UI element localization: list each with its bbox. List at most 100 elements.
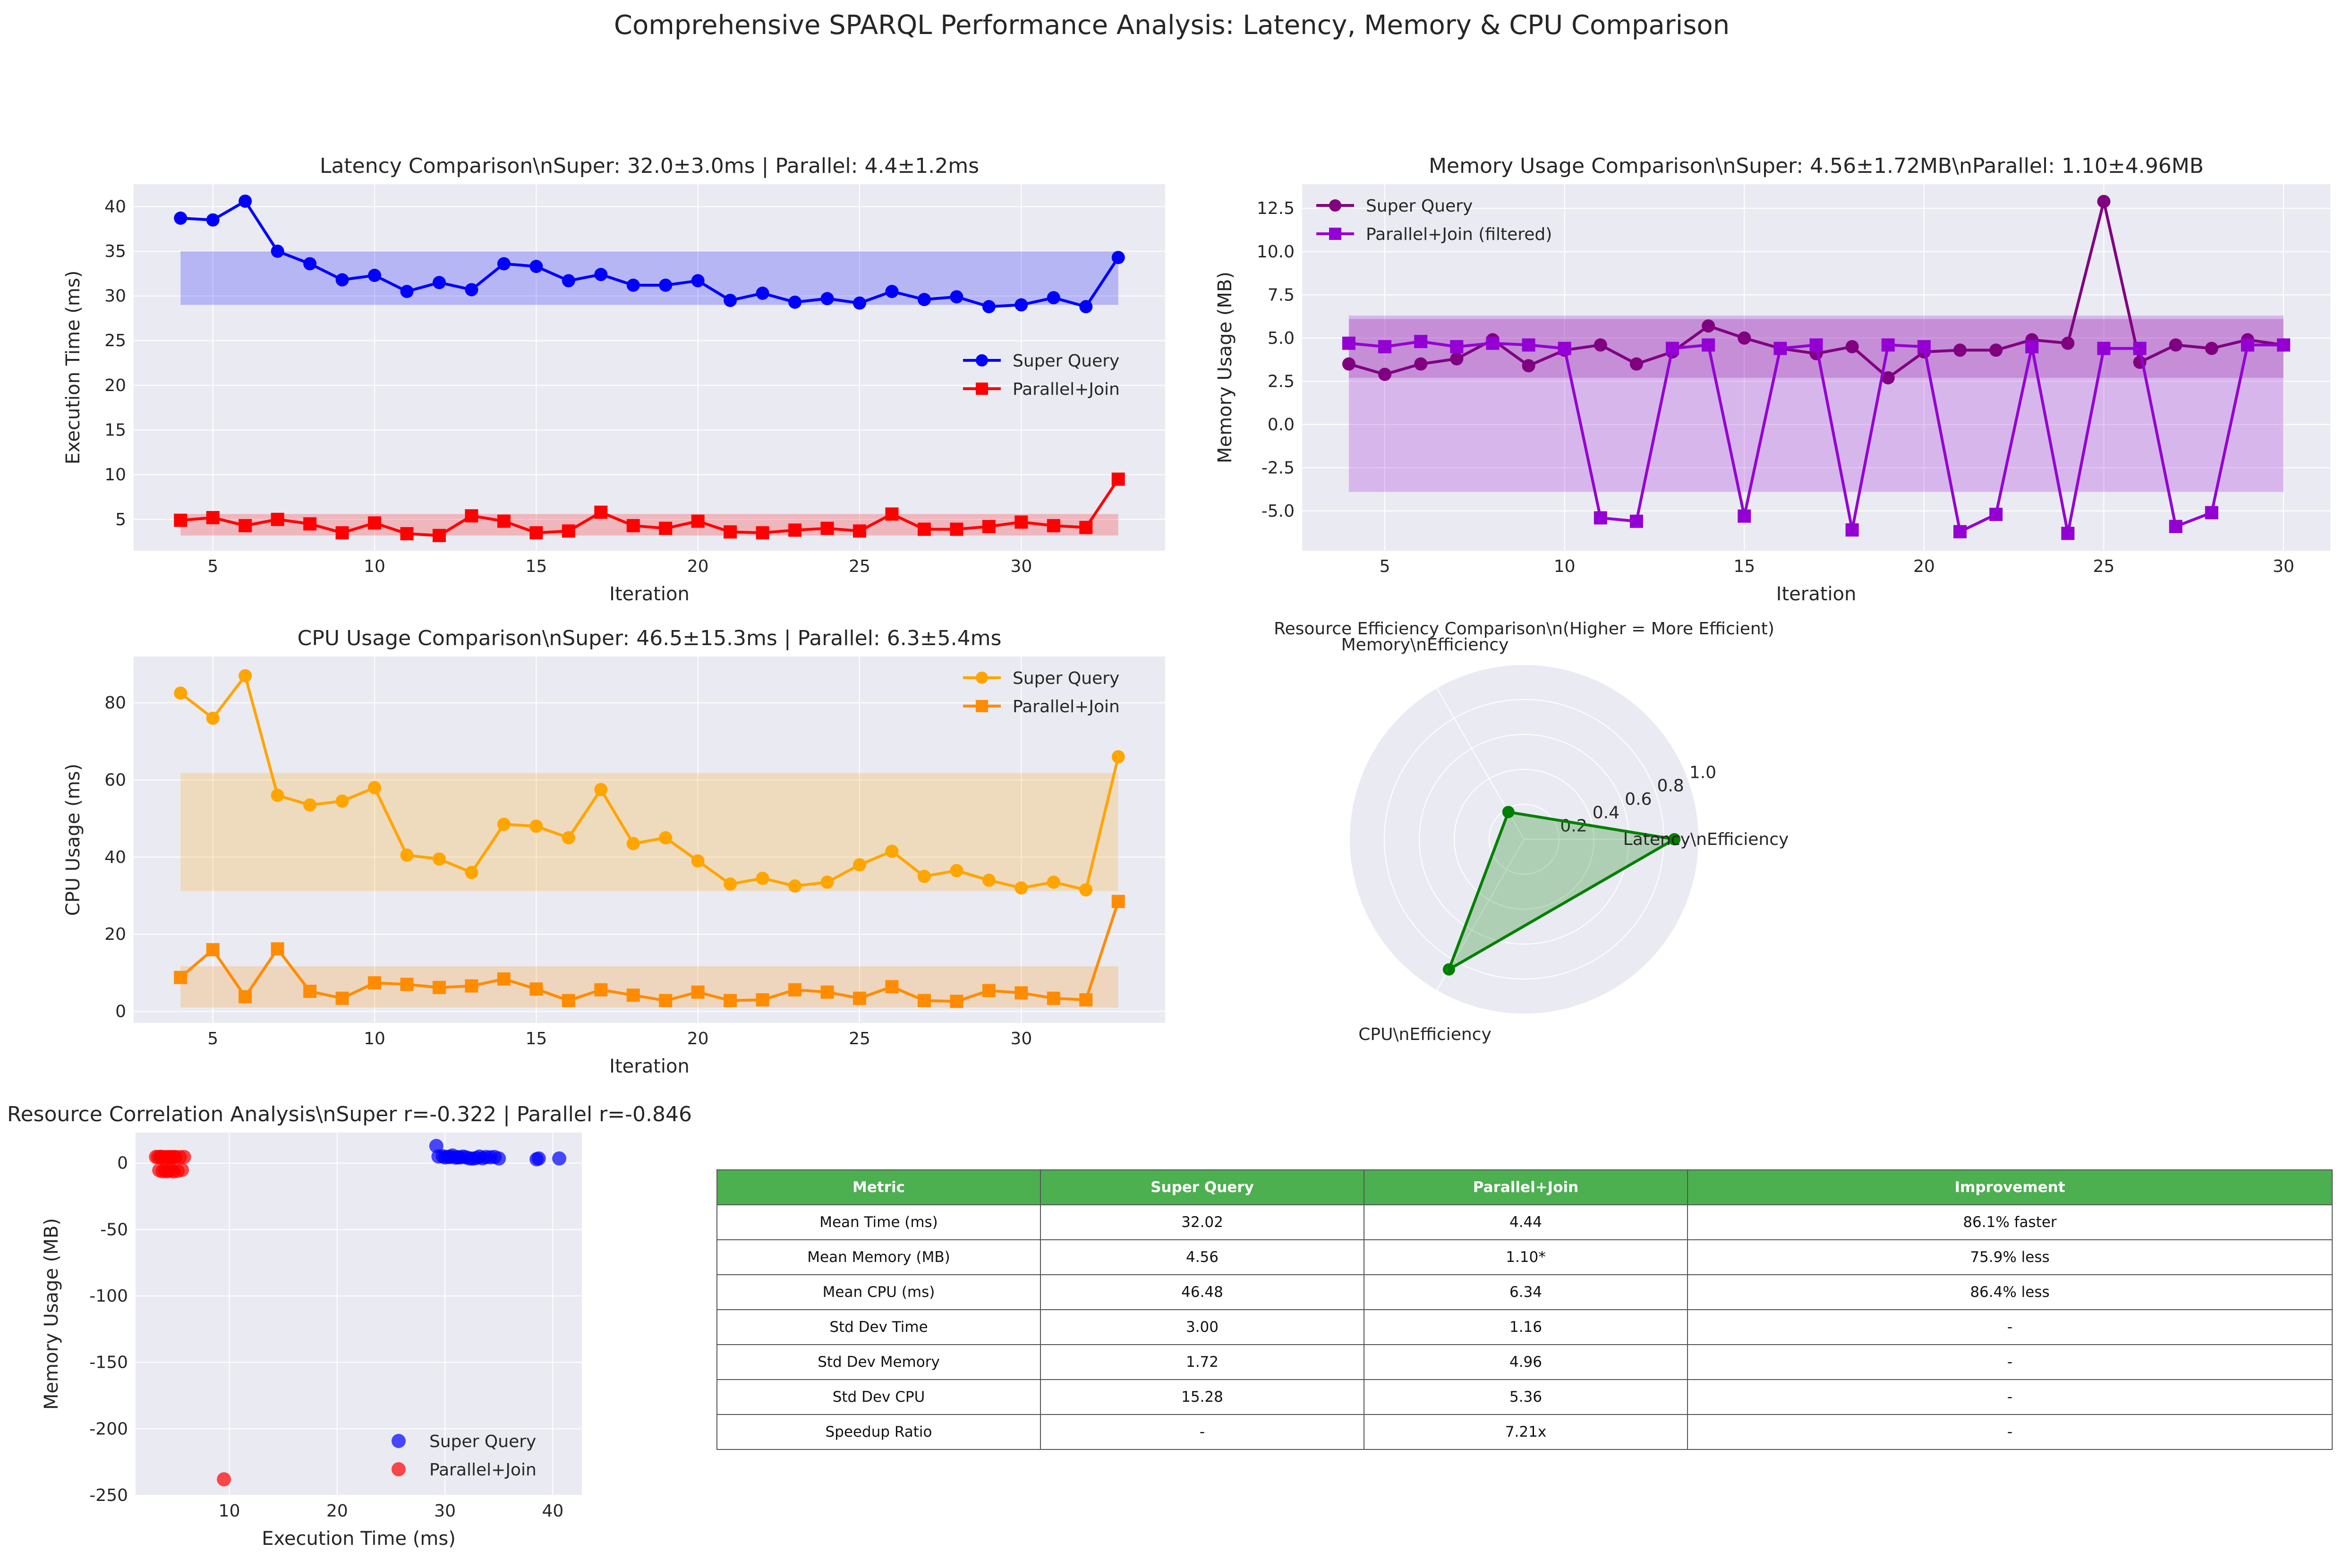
- table-cell: 6.34: [1364, 1274, 1688, 1310]
- chart-title: Resource Correlation Analysis\nSuper r=-…: [7, 1102, 692, 1126]
- data-point: [400, 848, 414, 862]
- data-point: [1014, 881, 1028, 895]
- radial-tick-label: 0.6: [1625, 790, 1652, 809]
- y-tick-label: 10.0: [1257, 242, 1295, 262]
- data-point: [2097, 195, 2111, 208]
- data-point: [950, 864, 963, 878]
- legend-marker: [976, 700, 988, 712]
- x-tick-label: 5: [207, 1029, 218, 1048]
- y-tick-label: 35: [104, 242, 126, 261]
- data-point: [368, 976, 382, 990]
- data-point: [1014, 298, 1028, 312]
- table-cell: Mean CPU (ms): [716, 1274, 1041, 1310]
- scatter-chart-panel: 10 20 30 40 0 -50 -100 -150 -200 -250 Super Query P…: [7, 1102, 692, 1550]
- legend-marker: [1329, 199, 1341, 212]
- data-point: [1738, 331, 1751, 345]
- legend-marker: [976, 672, 988, 684]
- radar-area: [1446, 810, 1679, 973]
- header-parallel-join: Parallel+Join: [1364, 1169, 1688, 1205]
- data-point: [950, 995, 963, 1008]
- data-point: [1845, 523, 1859, 537]
- y-axis-label: CPU Usage (ms): [62, 764, 84, 916]
- x-tick-label: 20: [1913, 557, 1935, 576]
- y-tick-label: -50: [100, 1220, 128, 1239]
- data-point: [1111, 750, 1125, 764]
- legend-label: Parallel+Join (filtered): [1366, 225, 1552, 244]
- data-point: [917, 994, 931, 1007]
- data-point: [206, 511, 220, 524]
- data-point: [2277, 338, 2291, 352]
- summary-table: Metric Super Query Parallel+Join Improve…: [716, 1169, 2333, 1450]
- data-point: [1809, 338, 1823, 352]
- legend-marker: [392, 1434, 406, 1448]
- data-point: [1450, 340, 1464, 354]
- data-point: [756, 871, 769, 885]
- data-point: [206, 711, 220, 725]
- data-point: [1014, 515, 1028, 529]
- data-point: [1702, 319, 1715, 333]
- table-cell: -: [1687, 1414, 2333, 1450]
- data-point: [1594, 511, 1607, 525]
- data-point: [239, 669, 252, 682]
- data-point: [1014, 986, 1028, 1000]
- scatter-point: [531, 1151, 546, 1166]
- x-tick-label: 25: [849, 557, 870, 576]
- chart-title: Memory Usage Comparison\nSuper: 4.56±1.7…: [1429, 154, 2204, 178]
- data-point: [724, 294, 737, 307]
- data-point: [303, 985, 317, 998]
- data-point: [1414, 357, 1428, 371]
- x-tick-label: 5: [1380, 557, 1390, 576]
- data-point: [239, 194, 252, 208]
- table-cell: -: [1040, 1414, 1364, 1450]
- x-tick-label: 10: [219, 1501, 240, 1521]
- x-tick-label: 10: [1554, 557, 1576, 576]
- data-point: [497, 818, 511, 831]
- table-cell: 4.56: [1040, 1239, 1364, 1275]
- y-axis-label: Memory Usage (MB): [41, 1218, 62, 1410]
- y-axis-label: Execution Time (ms): [62, 271, 84, 465]
- data-point: [950, 290, 963, 304]
- scatter-point: [217, 1472, 231, 1487]
- table-cell: Std Dev Memory: [716, 1344, 1041, 1380]
- line-chart-panel: 5 10 15 20 25 30 0 20 40 60 80 Super Query Parallel+…: [62, 626, 1165, 1077]
- data-point: [788, 983, 802, 997]
- data-point: [1989, 508, 2003, 521]
- data-point: [174, 686, 188, 700]
- std-band: [180, 773, 1118, 891]
- data-point: [562, 524, 575, 538]
- data-point: [368, 516, 382, 530]
- data-point: [432, 276, 446, 290]
- radar-point: [1502, 806, 1515, 818]
- y-tick-label: 12.5: [1257, 199, 1295, 218]
- y-tick-label: 40: [104, 848, 126, 867]
- scatter-point: [175, 1163, 189, 1177]
- radar-axis-label: Memory\nEfficiency: [1341, 635, 1509, 655]
- table-cell: Std Dev CPU: [716, 1379, 1041, 1415]
- data-point: [659, 521, 673, 535]
- data-point: [626, 837, 640, 851]
- legend-label: Parallel+Join: [429, 1460, 537, 1480]
- data-point: [659, 278, 673, 292]
- data-point: [1702, 338, 1715, 352]
- y-tick-label: 5.0: [1268, 329, 1295, 348]
- table-cell: 1.10*: [1364, 1239, 1688, 1275]
- data-point: [691, 985, 705, 999]
- data-point: [1773, 341, 1787, 355]
- data-point: [820, 875, 834, 889]
- data-point: [2205, 341, 2218, 355]
- data-point: [885, 844, 899, 858]
- data-point: [1450, 352, 1464, 366]
- y-tick-label: 20: [104, 376, 126, 395]
- data-point: [432, 528, 446, 542]
- data-point: [820, 292, 834, 306]
- table-header-row: Metric Super Query Parallel+Join Improve…: [716, 1169, 2333, 1205]
- radial-tick-label: 1.0: [1689, 763, 1716, 782]
- chart-title: Latency Comparison\nSuper: 32.0±3.0ms | …: [320, 154, 979, 178]
- data-point: [1111, 472, 1125, 486]
- data-point: [368, 269, 382, 282]
- data-point: [691, 274, 705, 288]
- data-point: [1953, 525, 1967, 538]
- y-tick-label: 30: [104, 287, 126, 306]
- data-point: [820, 985, 834, 999]
- legend-label: Parallel+Join: [1013, 697, 1120, 716]
